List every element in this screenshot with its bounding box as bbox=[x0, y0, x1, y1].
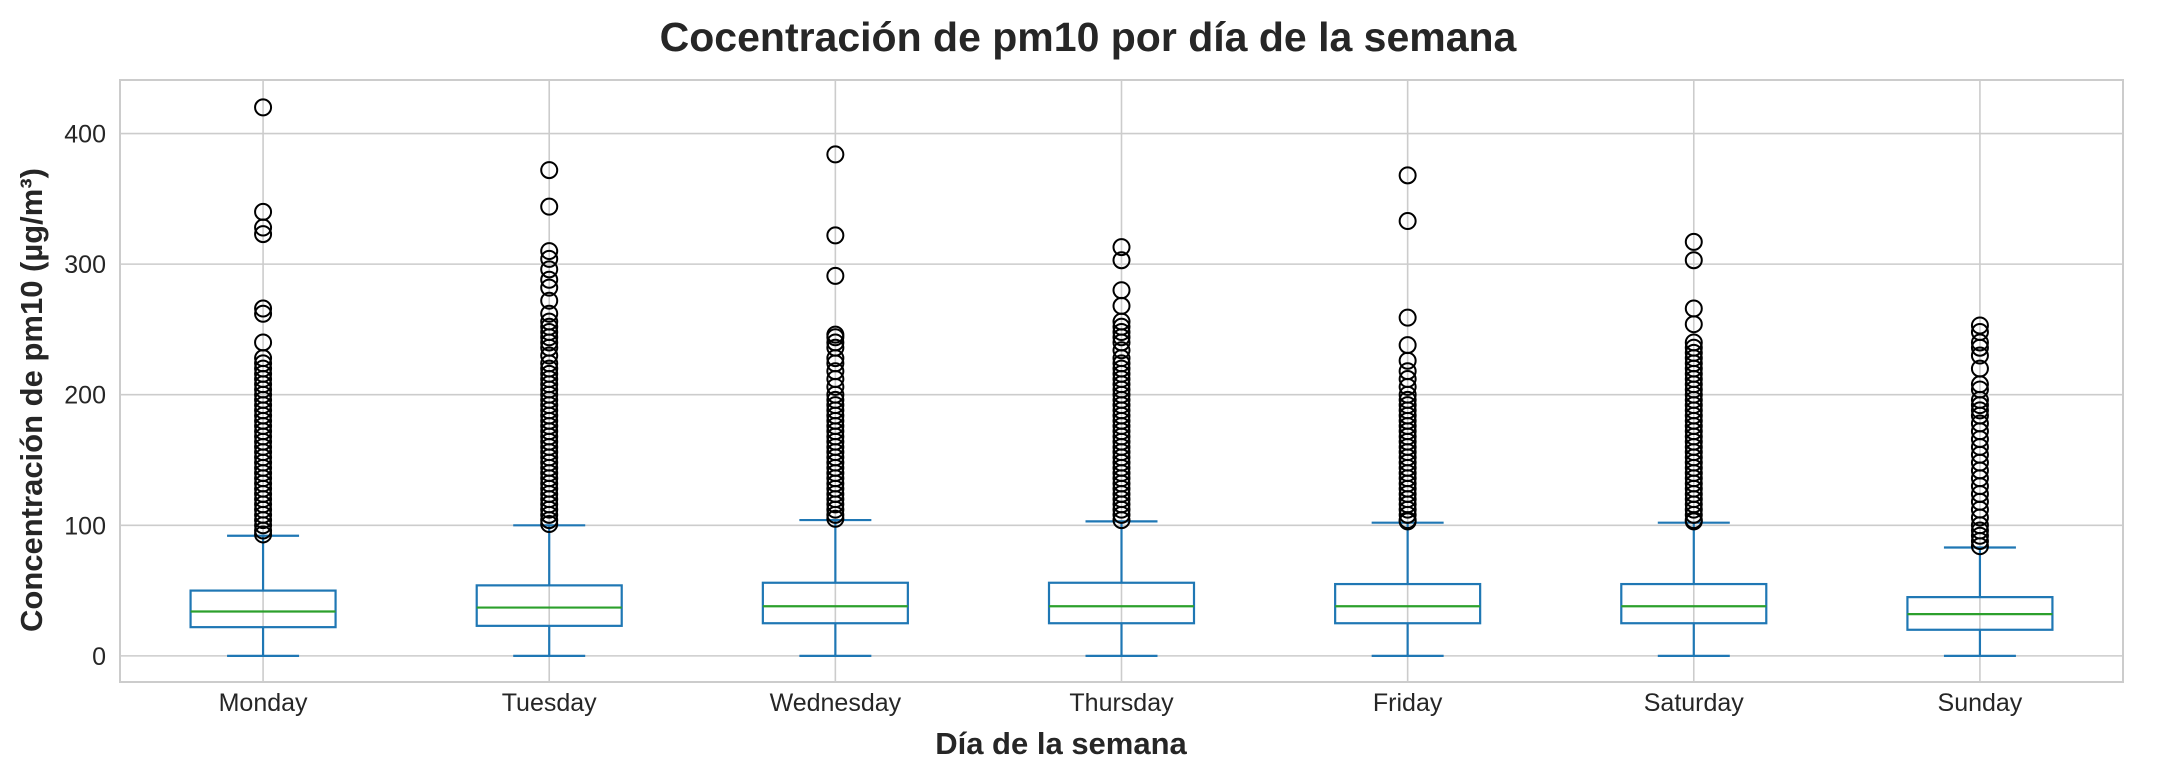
y-tick-label: 200 bbox=[64, 382, 106, 410]
outlier-point bbox=[540, 505, 559, 524]
outlier-point bbox=[540, 291, 559, 310]
y-tick-label: 400 bbox=[64, 121, 106, 149]
outlier-point bbox=[1970, 346, 1989, 365]
outlier-point bbox=[540, 242, 559, 261]
outlier-point bbox=[254, 525, 273, 544]
y-tick-label: 100 bbox=[64, 512, 106, 540]
outlier-point bbox=[254, 304, 273, 323]
outlier-point bbox=[1112, 505, 1131, 524]
outlier-point bbox=[826, 500, 845, 519]
iqr-box bbox=[189, 589, 337, 629]
outlier-point bbox=[540, 514, 559, 533]
x-tick-label: Tuesday bbox=[502, 689, 597, 717]
plot-frame bbox=[119, 79, 2124, 683]
outlier-point bbox=[540, 278, 559, 297]
iqr-box bbox=[1620, 582, 1768, 625]
outlier-point bbox=[540, 197, 559, 216]
box-friday bbox=[1334, 166, 1482, 657]
outlier-point bbox=[1398, 500, 1417, 519]
iqr-box bbox=[1334, 582, 1482, 625]
outlier-point bbox=[1112, 238, 1131, 257]
outlier-point bbox=[1970, 537, 1989, 556]
outlier-point bbox=[1398, 377, 1417, 396]
outlier-point bbox=[540, 270, 559, 289]
outlier-point bbox=[1970, 396, 1989, 415]
outlier-point bbox=[540, 328, 559, 347]
box-wednesday bbox=[761, 145, 909, 657]
outlier-point bbox=[1684, 500, 1703, 519]
outlier-point bbox=[1398, 512, 1417, 531]
x-tick-label: Thursday bbox=[1069, 689, 1174, 717]
x-tick-label: Wednesday bbox=[770, 689, 902, 717]
outlier-point bbox=[826, 349, 845, 368]
box-sunday bbox=[1906, 316, 2054, 657]
outlier-point bbox=[1684, 251, 1703, 270]
outlier-point bbox=[1970, 401, 1989, 420]
outlier-point bbox=[254, 98, 273, 117]
outlier-point bbox=[1970, 531, 1989, 550]
chart-title: Cocentración de pm10 por día de la seman… bbox=[660, 14, 1518, 60]
outlier-point bbox=[540, 161, 559, 180]
iqr-box bbox=[1047, 581, 1196, 625]
outlier-point bbox=[1112, 511, 1131, 530]
outlier-point bbox=[1398, 351, 1417, 370]
outlier-point bbox=[1398, 505, 1417, 524]
outlier-point bbox=[540, 346, 559, 365]
outlier-point bbox=[540, 304, 559, 323]
outlier-point bbox=[1112, 328, 1131, 347]
outlier-point bbox=[826, 377, 845, 396]
outlier-point bbox=[826, 495, 845, 514]
outlier-point bbox=[1970, 333, 1989, 352]
y-tick-label: 0 bbox=[92, 643, 106, 671]
box-plots bbox=[189, 98, 2054, 657]
outlier-point bbox=[540, 260, 559, 279]
outlier-point bbox=[1112, 251, 1131, 270]
y-axis-label: Concentración de pm10 (µg/m³) bbox=[14, 168, 49, 632]
outlier-point bbox=[254, 218, 273, 237]
outlier-point bbox=[826, 509, 845, 528]
outlier-point bbox=[540, 500, 559, 519]
outlier-point bbox=[1112, 323, 1131, 342]
x-axis-label: Día de la semana bbox=[935, 726, 1187, 761]
outlier-point bbox=[1970, 508, 1989, 527]
outlier-point bbox=[826, 226, 845, 245]
outlier-point bbox=[1684, 232, 1703, 251]
x-tick-labels: Monday Tuesday Wednesday Thursday Friday Satu… bbox=[219, 689, 2023, 717]
outlier-point bbox=[1112, 500, 1131, 519]
outlier-point bbox=[826, 266, 845, 285]
box-tuesday bbox=[475, 161, 623, 657]
outlier-point bbox=[1398, 212, 1417, 231]
iqr-box bbox=[761, 581, 909, 625]
outlier-point bbox=[254, 299, 273, 318]
y-tick-label: 300 bbox=[64, 251, 106, 279]
outlier-point bbox=[1970, 526, 1989, 545]
outlier-point bbox=[1684, 505, 1703, 524]
outlier-point bbox=[1970, 338, 1989, 357]
box-thursday bbox=[1047, 238, 1196, 657]
outlier-point bbox=[1112, 341, 1131, 360]
outlier-point bbox=[1684, 315, 1703, 334]
outlier-point bbox=[826, 145, 845, 164]
x-tick-label: Monday bbox=[219, 689, 308, 717]
outlier-point bbox=[826, 328, 845, 347]
outlier-point bbox=[1398, 166, 1417, 185]
x-tick-label: Saturday bbox=[1644, 689, 1745, 717]
outlier-point bbox=[254, 511, 273, 530]
box-saturday bbox=[1620, 232, 1768, 657]
iqr-box bbox=[475, 584, 623, 627]
box-monday bbox=[189, 98, 337, 657]
y-tick-labels: 0 100 200 300 400 bbox=[64, 121, 106, 671]
x-tick-label: Sunday bbox=[1938, 689, 2023, 717]
outlier-point bbox=[1398, 308, 1417, 327]
outlier-point bbox=[1684, 512, 1703, 531]
outlier-point bbox=[540, 249, 559, 268]
outlier-point bbox=[254, 516, 273, 535]
outlier-point bbox=[540, 333, 559, 352]
outlier-point bbox=[254, 225, 273, 244]
x-tick-label: Friday bbox=[1373, 689, 1443, 717]
